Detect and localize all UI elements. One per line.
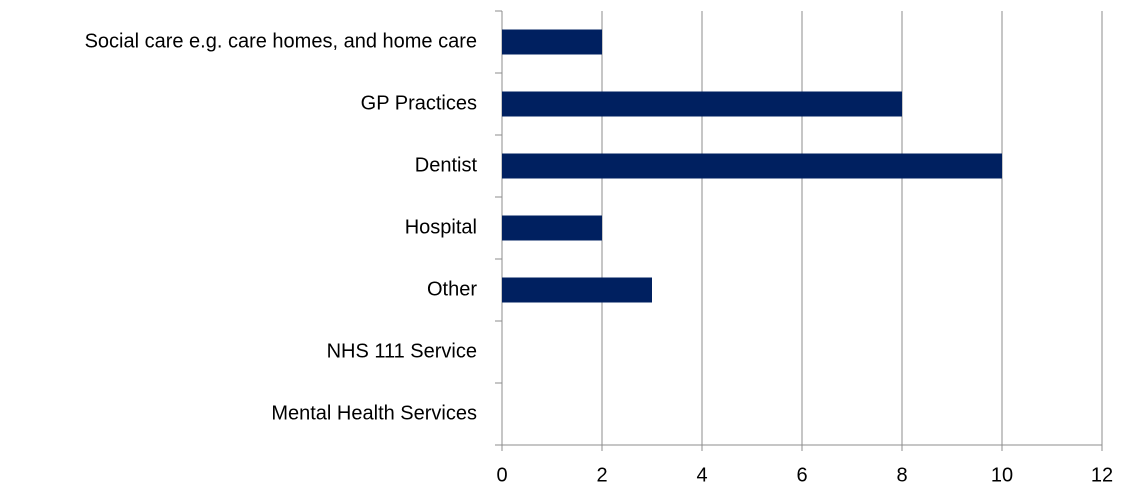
y-tick-label: Social care e.g. care homes, and home ca… — [85, 30, 477, 52]
y-tick-label: Hospital — [405, 216, 477, 238]
y-tick-label: NHS 111 Service — [327, 340, 477, 362]
bar — [502, 277, 652, 303]
x-tick-label: 12 — [1091, 464, 1113, 486]
x-tick-label: 10 — [991, 464, 1013, 486]
bar — [502, 215, 602, 241]
x-tick-label: 6 — [796, 464, 807, 486]
y-tick-label: Dentist — [415, 154, 478, 176]
y-tick-label: Mental Health Services — [271, 402, 477, 424]
bar — [502, 91, 902, 117]
y-tick-label: GP Practices — [361, 92, 477, 114]
x-tick-label: 8 — [896, 464, 907, 486]
bar — [502, 153, 1002, 179]
x-tick-label: 2 — [596, 464, 607, 486]
bar — [502, 29, 602, 55]
x-tick-label: 0 — [496, 464, 507, 486]
x-tick-label: 4 — [696, 464, 707, 486]
y-tick-label: Other — [427, 278, 477, 300]
